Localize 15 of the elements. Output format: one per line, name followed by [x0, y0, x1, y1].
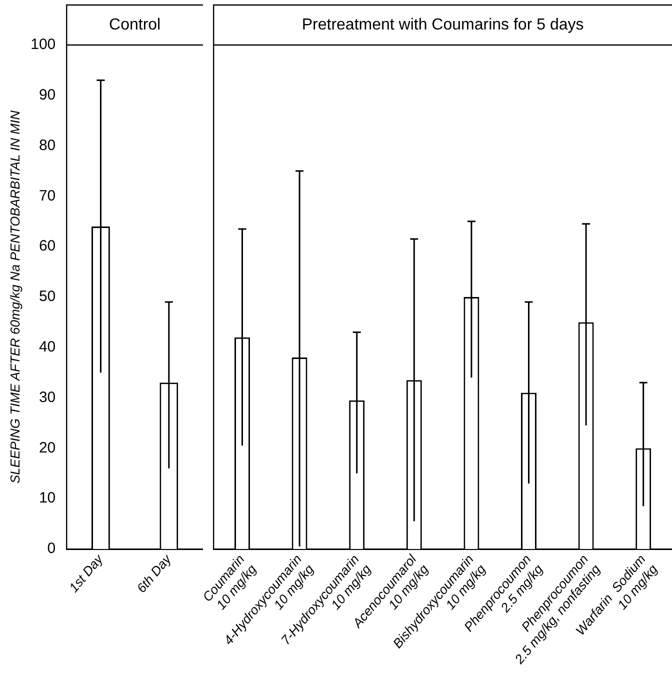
y-tick-label: 30	[38, 388, 56, 406]
y-tick-label: 50	[38, 288, 56, 306]
y-tick-label: 100	[30, 36, 56, 54]
x-tick-label: 6th Day	[134, 550, 175, 596]
y-axis-title: SLEEPING TIME AFTER 60mg/kg Na PENTOBARBITAL IN MIN	[7, 110, 22, 484]
y-tick-label: 0	[47, 540, 56, 558]
chart-title: Control	[109, 16, 161, 34]
y-tick-label: 10	[38, 490, 56, 507]
y-tick-label: 20	[38, 439, 56, 456]
y-tick-label: 60	[38, 238, 56, 255]
chart-title: Pretreatment with Coumarins for 5 days	[302, 16, 584, 34]
y-tick-label: 80	[38, 136, 56, 154]
y-tick-label: 70	[38, 187, 56, 204]
y-tick-label: 90	[38, 86, 56, 104]
y-tick-label: 40	[38, 338, 56, 356]
